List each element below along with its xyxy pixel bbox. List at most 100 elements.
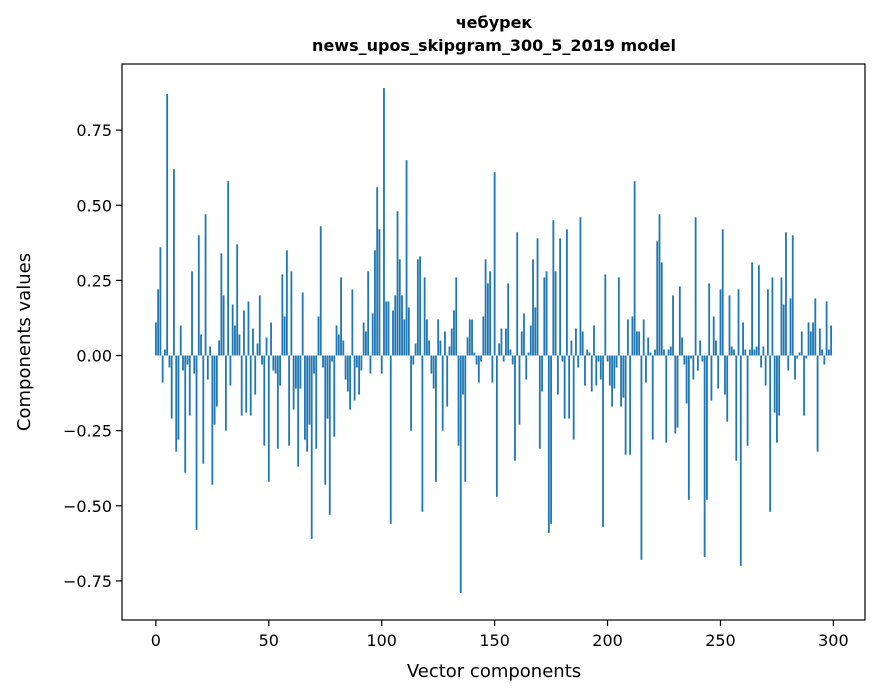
bar xyxy=(552,220,555,356)
bar xyxy=(776,355,778,443)
bar xyxy=(164,349,166,356)
bar xyxy=(188,355,191,416)
bar xyxy=(477,355,480,383)
bar xyxy=(685,355,688,404)
bar xyxy=(678,286,681,356)
bar xyxy=(633,181,636,356)
bar xyxy=(297,355,300,467)
x-tick-label: 250 xyxy=(705,631,736,650)
bar xyxy=(755,346,758,356)
bar xyxy=(407,307,410,356)
bar xyxy=(279,355,281,386)
bar xyxy=(586,349,589,356)
x-axis-label: Vector components xyxy=(407,661,581,682)
bar xyxy=(572,355,575,440)
bar xyxy=(446,355,449,407)
bar xyxy=(346,355,349,392)
bar xyxy=(554,271,557,356)
bar xyxy=(570,340,573,356)
bar xyxy=(353,355,356,401)
bar xyxy=(654,349,656,356)
bar xyxy=(380,355,383,374)
bar xyxy=(480,355,482,362)
bar xyxy=(197,235,200,356)
bar xyxy=(816,355,819,452)
bar xyxy=(220,253,223,356)
bar xyxy=(561,355,564,362)
bar xyxy=(778,355,781,416)
bar xyxy=(301,292,304,356)
bar xyxy=(599,355,602,380)
bar xyxy=(565,229,568,356)
bar xyxy=(247,301,250,356)
bar xyxy=(651,355,654,440)
bar xyxy=(206,355,209,380)
bar xyxy=(435,355,437,482)
bar xyxy=(789,298,792,356)
bar xyxy=(830,325,833,356)
bar xyxy=(703,355,706,557)
bar xyxy=(367,271,370,356)
bar xyxy=(326,355,329,419)
bar xyxy=(243,310,245,356)
y-tick-label: −0.50 xyxy=(63,497,112,516)
bar xyxy=(258,295,261,356)
bar xyxy=(509,349,512,356)
bar xyxy=(514,355,516,461)
plot-frame xyxy=(121,63,866,621)
bar xyxy=(595,355,598,386)
bar xyxy=(608,355,611,386)
bar xyxy=(484,259,487,356)
bar xyxy=(281,274,284,356)
bar xyxy=(285,250,288,356)
bar xyxy=(545,271,548,356)
bar xyxy=(735,355,738,461)
bar xyxy=(753,349,756,356)
bar xyxy=(261,355,263,365)
bar xyxy=(245,355,248,413)
bar xyxy=(310,355,313,539)
bar xyxy=(202,355,205,464)
bar xyxy=(687,355,690,500)
bar xyxy=(787,355,790,371)
bar xyxy=(771,277,774,356)
bar xyxy=(374,250,376,356)
bar xyxy=(211,355,214,485)
bar xyxy=(473,352,476,356)
bar xyxy=(191,271,193,356)
bar xyxy=(805,355,808,359)
chart-title: чебурек xyxy=(456,13,533,32)
bar xyxy=(170,355,173,419)
bar xyxy=(425,319,428,356)
bar xyxy=(340,277,342,356)
bar xyxy=(559,238,562,356)
bar xyxy=(227,181,230,356)
bar xyxy=(462,355,464,395)
bar xyxy=(520,331,523,356)
bar xyxy=(299,355,302,389)
bar xyxy=(249,355,252,416)
bar xyxy=(597,355,600,362)
bar xyxy=(288,355,291,446)
bar xyxy=(166,94,169,356)
bar xyxy=(313,355,315,374)
bar xyxy=(376,187,379,356)
bar xyxy=(523,313,525,356)
bar xyxy=(823,355,826,365)
bar xyxy=(421,355,424,512)
bar xyxy=(667,349,670,356)
bar xyxy=(588,352,591,356)
bar xyxy=(708,283,711,356)
bar xyxy=(378,229,381,356)
bar xyxy=(536,238,539,356)
bar xyxy=(414,343,417,356)
bar xyxy=(272,355,275,371)
bar xyxy=(175,355,178,452)
bar xyxy=(728,295,731,356)
bar xyxy=(154,322,157,356)
bar xyxy=(764,355,767,386)
bar xyxy=(746,355,749,446)
x-tick-label: 50 xyxy=(259,631,279,650)
bar xyxy=(626,319,629,356)
bar xyxy=(468,319,471,356)
